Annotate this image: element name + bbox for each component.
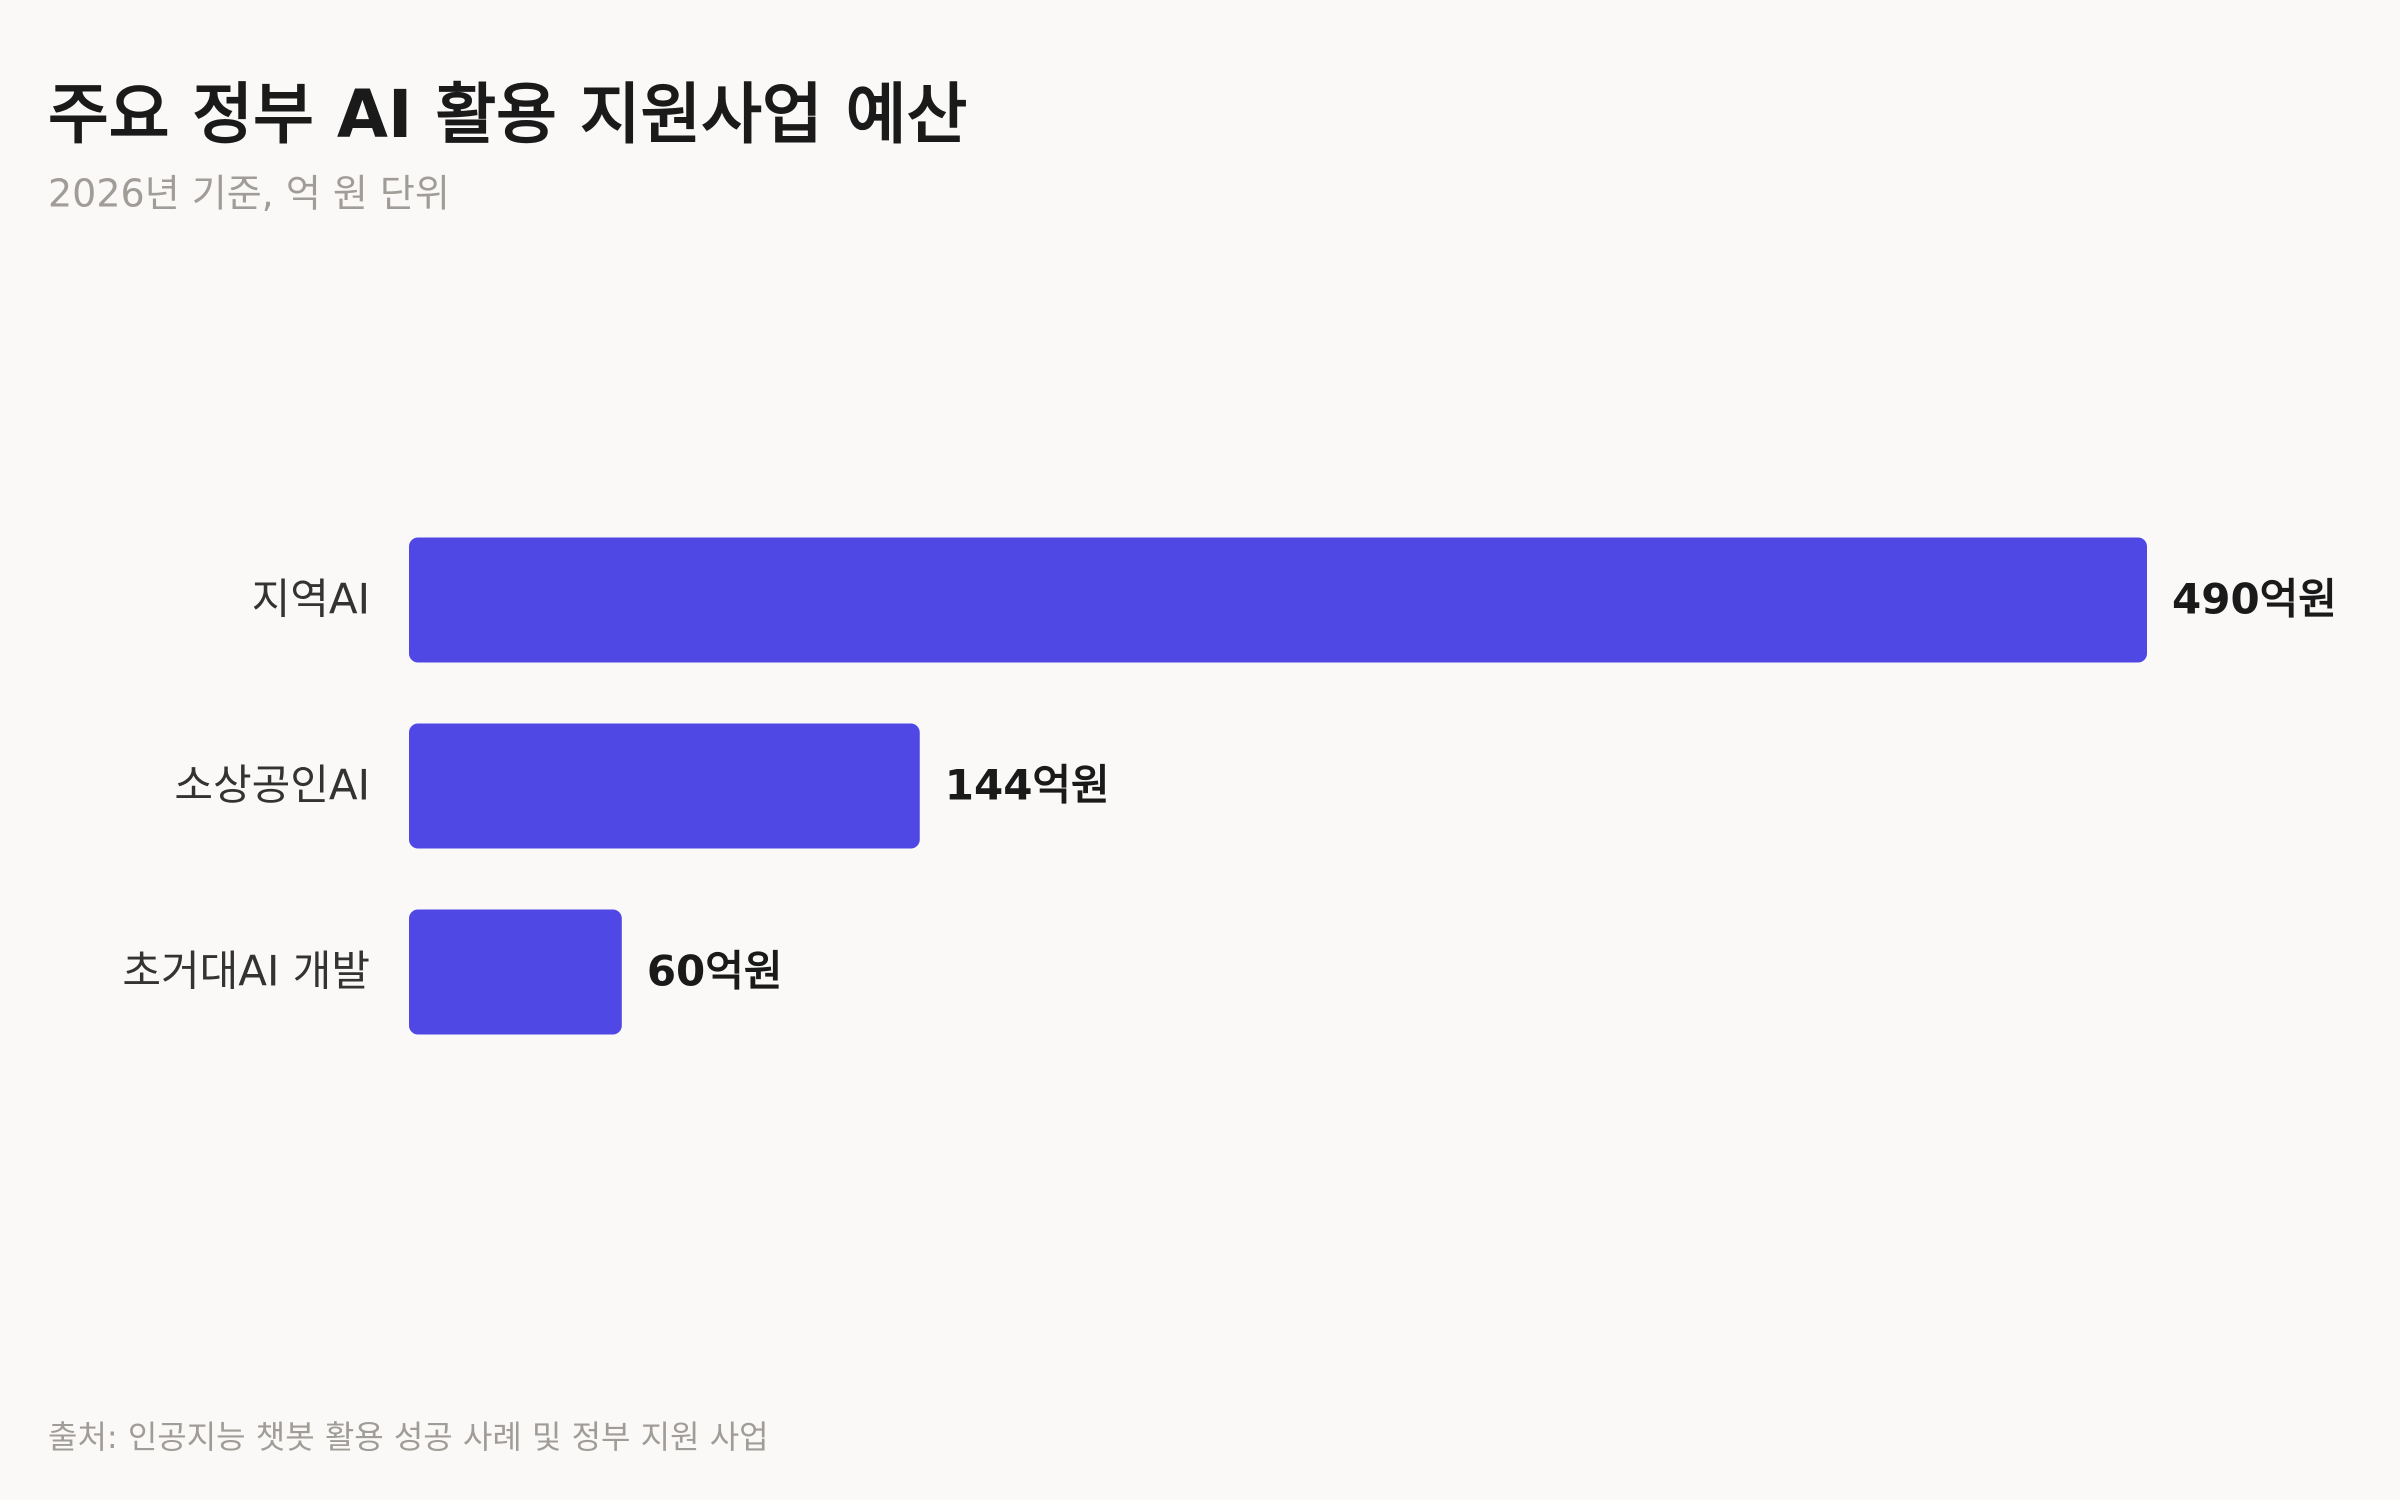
value-label: 60억원: [647, 947, 783, 996]
category-label: 지역AI: [252, 575, 370, 624]
bar: [409, 723, 920, 849]
chart-subtitle: 2026년 기준, 억 원 단위: [48, 172, 450, 216]
bar: [409, 909, 622, 1035]
category-label: 소상공인AI: [174, 761, 370, 810]
chart-title: 주요 정부 AI 활용 지원사업 예산: [48, 76, 967, 153]
source-note: 출처: 인공지능 챗봇 활용 성공 사례 및 정부 지원 사업: [48, 1418, 769, 1456]
bar: [409, 537, 2147, 663]
value-label: 144억원: [945, 761, 1110, 810]
category-label: 초거대AI 개발: [122, 947, 370, 996]
value-label: 490억원: [2172, 575, 2337, 624]
